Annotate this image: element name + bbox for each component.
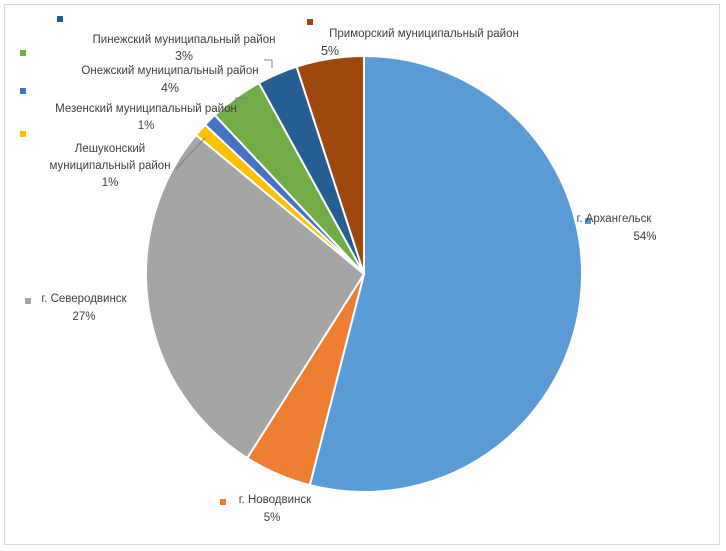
slice-label-приморский-муниципальный-район: Приморский муниципальный район [329, 28, 519, 40]
leader-line-лешуконский-муниципальный-район [175, 137, 206, 170]
label-marker-г-архангельск [585, 218, 591, 224]
slice-percent-г-архангельск: 54% [633, 231, 656, 243]
slice-percent-г-северодвинск: 27% [72, 311, 95, 323]
slice-label-г-северодвинск: г. Северодвинск [41, 293, 127, 305]
pie-slice-г-северодвинск [145, 133, 366, 460]
slice-percent-приморский-муниципальный-район: 5% [321, 44, 339, 58]
slice-label-онежский-муниципальный-район: Онежский муниципальный район [81, 65, 258, 77]
slice-percent-г-новодвинск: 5% [264, 512, 281, 524]
pie-slice-приморский-муниципальный-район [295, 54, 365, 275]
label-marker-мезенский-муниципальный-район [20, 88, 26, 94]
slice-percent-мезенский-муниципальный-район: 1% [138, 120, 155, 132]
slice-label-лешуконский-муниципальный-район: муниципальный район [49, 160, 170, 172]
pie-slice-г-архангельск [308, 54, 583, 493]
slice-label-пинежский-муниципальный-район: Пинежский муниципальный район [93, 34, 276, 46]
label-marker-онежский-муниципальный-район [20, 50, 26, 56]
label-marker-г-северодвинск [25, 298, 31, 304]
slice-percent-пинежский-муниципальный-район: 3% [175, 49, 193, 63]
slice-label-мезенский-муниципальный-район: Мезенский муниципальный район [55, 103, 237, 115]
leader-line-онежский-муниципальный-район [264, 59, 273, 68]
slice-label-г-архангельск: г. Архангельск [577, 213, 653, 225]
chart-frame [4, 4, 720, 545]
slice-label-г-новодвинск: г. Новодвинск [239, 494, 312, 506]
label-marker-пинежский-муниципальный-район [57, 16, 63, 22]
slice-percent-онежский-муниципальный-район: 4% [161, 81, 179, 95]
label-marker-лешуконский-муниципальный-район [20, 131, 26, 137]
label-marker-приморский-муниципальный-район [307, 19, 313, 25]
slice-percent-лешуконский-муниципальный-район: 1% [102, 177, 119, 189]
label-marker-г-новодвинск [220, 499, 226, 505]
leader-line-мезенский-муниципальный-район [235, 97, 246, 106]
slice-label-лешуконский-муниципальный-район: Лешуконский [75, 143, 145, 155]
